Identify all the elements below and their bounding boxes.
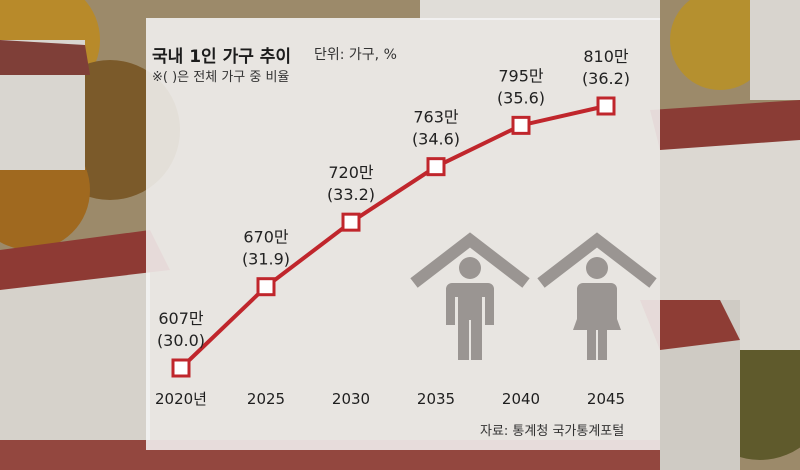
data-point	[341, 212, 361, 232]
data-label-value: 795만	[498, 66, 544, 85]
series-line	[179, 104, 607, 370]
data-label-value: 607만	[158, 309, 204, 328]
data-label-share: (30.0)	[157, 331, 205, 350]
house-woman-icon	[537, 232, 657, 360]
x-tick-label: 2035	[417, 390, 455, 408]
data-label-value: 720만	[328, 163, 374, 182]
chart-panel	[146, 18, 660, 450]
data-point	[511, 115, 531, 135]
data-label-share: (35.6)	[497, 88, 545, 107]
source-label: 자료: 통계청 국가통계포털	[480, 424, 625, 439]
data-label-value: 670만	[243, 228, 289, 247]
house-man-icon	[410, 232, 530, 360]
data-point	[596, 96, 616, 116]
x-tick-label: 2045	[587, 390, 625, 408]
x-tick-label: 2020년	[155, 390, 207, 408]
x-tick-label: 2025	[247, 390, 285, 408]
data-label-share: (33.2)	[327, 185, 375, 204]
data-label-value: 810만	[583, 47, 629, 66]
data-label-share: (34.6)	[412, 130, 460, 149]
data-label-value: 763만	[413, 108, 459, 127]
x-tick-label: 2030	[332, 390, 370, 408]
data-label-share: (31.9)	[242, 250, 290, 269]
data-point	[426, 157, 446, 177]
chart-title: 국내 1인 가구 추이	[152, 47, 292, 67]
data-label-share: (36.2)	[582, 69, 630, 88]
data-point	[256, 277, 276, 297]
unit-label: 단위: 가구, %	[314, 47, 397, 63]
data-point	[171, 358, 191, 378]
chart-note: ※( )은 전체 가구 중 비율	[152, 70, 290, 85]
x-tick-label: 2040	[502, 390, 540, 408]
